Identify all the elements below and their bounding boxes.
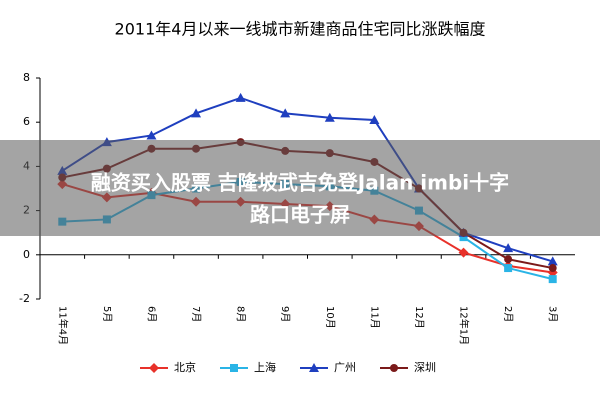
- marker: [235, 92, 246, 102]
- marker: [547, 256, 558, 266]
- y-tick-label: 6: [23, 115, 30, 128]
- marker: [146, 130, 157, 140]
- marker: [504, 255, 513, 264]
- x-tick-label: 7月: [190, 306, 202, 322]
- marker: [548, 264, 557, 273]
- x-tick-label: 11年4月: [56, 306, 69, 345]
- x-tick-label: 12年1月: [458, 306, 471, 345]
- marker: [503, 243, 514, 253]
- y-tick-label: 8: [23, 71, 30, 84]
- x-tick-label: 12月: [413, 306, 425, 329]
- marker: [191, 108, 202, 118]
- overlay-text: 路口电子屏: [250, 203, 350, 227]
- legend-label: 广州: [334, 361, 356, 374]
- overlay-text: 融资买入股票 吉隆坡武吉免登Jalan imbi十字: [91, 171, 509, 195]
- x-tick-label: 2月: [502, 306, 514, 322]
- legend-label: 上海: [254, 360, 276, 374]
- marker: [459, 233, 468, 242]
- x-tick-label: 11月: [368, 306, 380, 329]
- x-tick-label: 9月: [279, 306, 291, 322]
- legend-label: 深圳: [414, 361, 436, 374]
- marker: [390, 364, 398, 372]
- marker: [309, 363, 319, 372]
- x-tick-label: 8月: [235, 306, 247, 322]
- marker: [369, 114, 380, 124]
- x-tick-label: 6月: [145, 306, 157, 322]
- marker: [548, 275, 557, 284]
- marker: [458, 247, 469, 258]
- marker: [504, 264, 513, 273]
- marker: [149, 363, 159, 373]
- y-tick-label: -2: [19, 292, 30, 305]
- x-tick-label: 5月: [101, 306, 113, 322]
- legend-label: 北京: [174, 360, 196, 374]
- marker: [280, 108, 291, 118]
- marker: [230, 364, 238, 372]
- chart-title: 2011年4月以来一线城市新建商品住宅同比涨跌幅度: [115, 20, 486, 39]
- x-tick-label: 3月: [547, 306, 559, 322]
- x-tick-label: 10月: [324, 306, 336, 329]
- marker: [324, 112, 335, 122]
- overlay-band: [0, 140, 600, 236]
- y-tick-label: 0: [23, 248, 30, 261]
